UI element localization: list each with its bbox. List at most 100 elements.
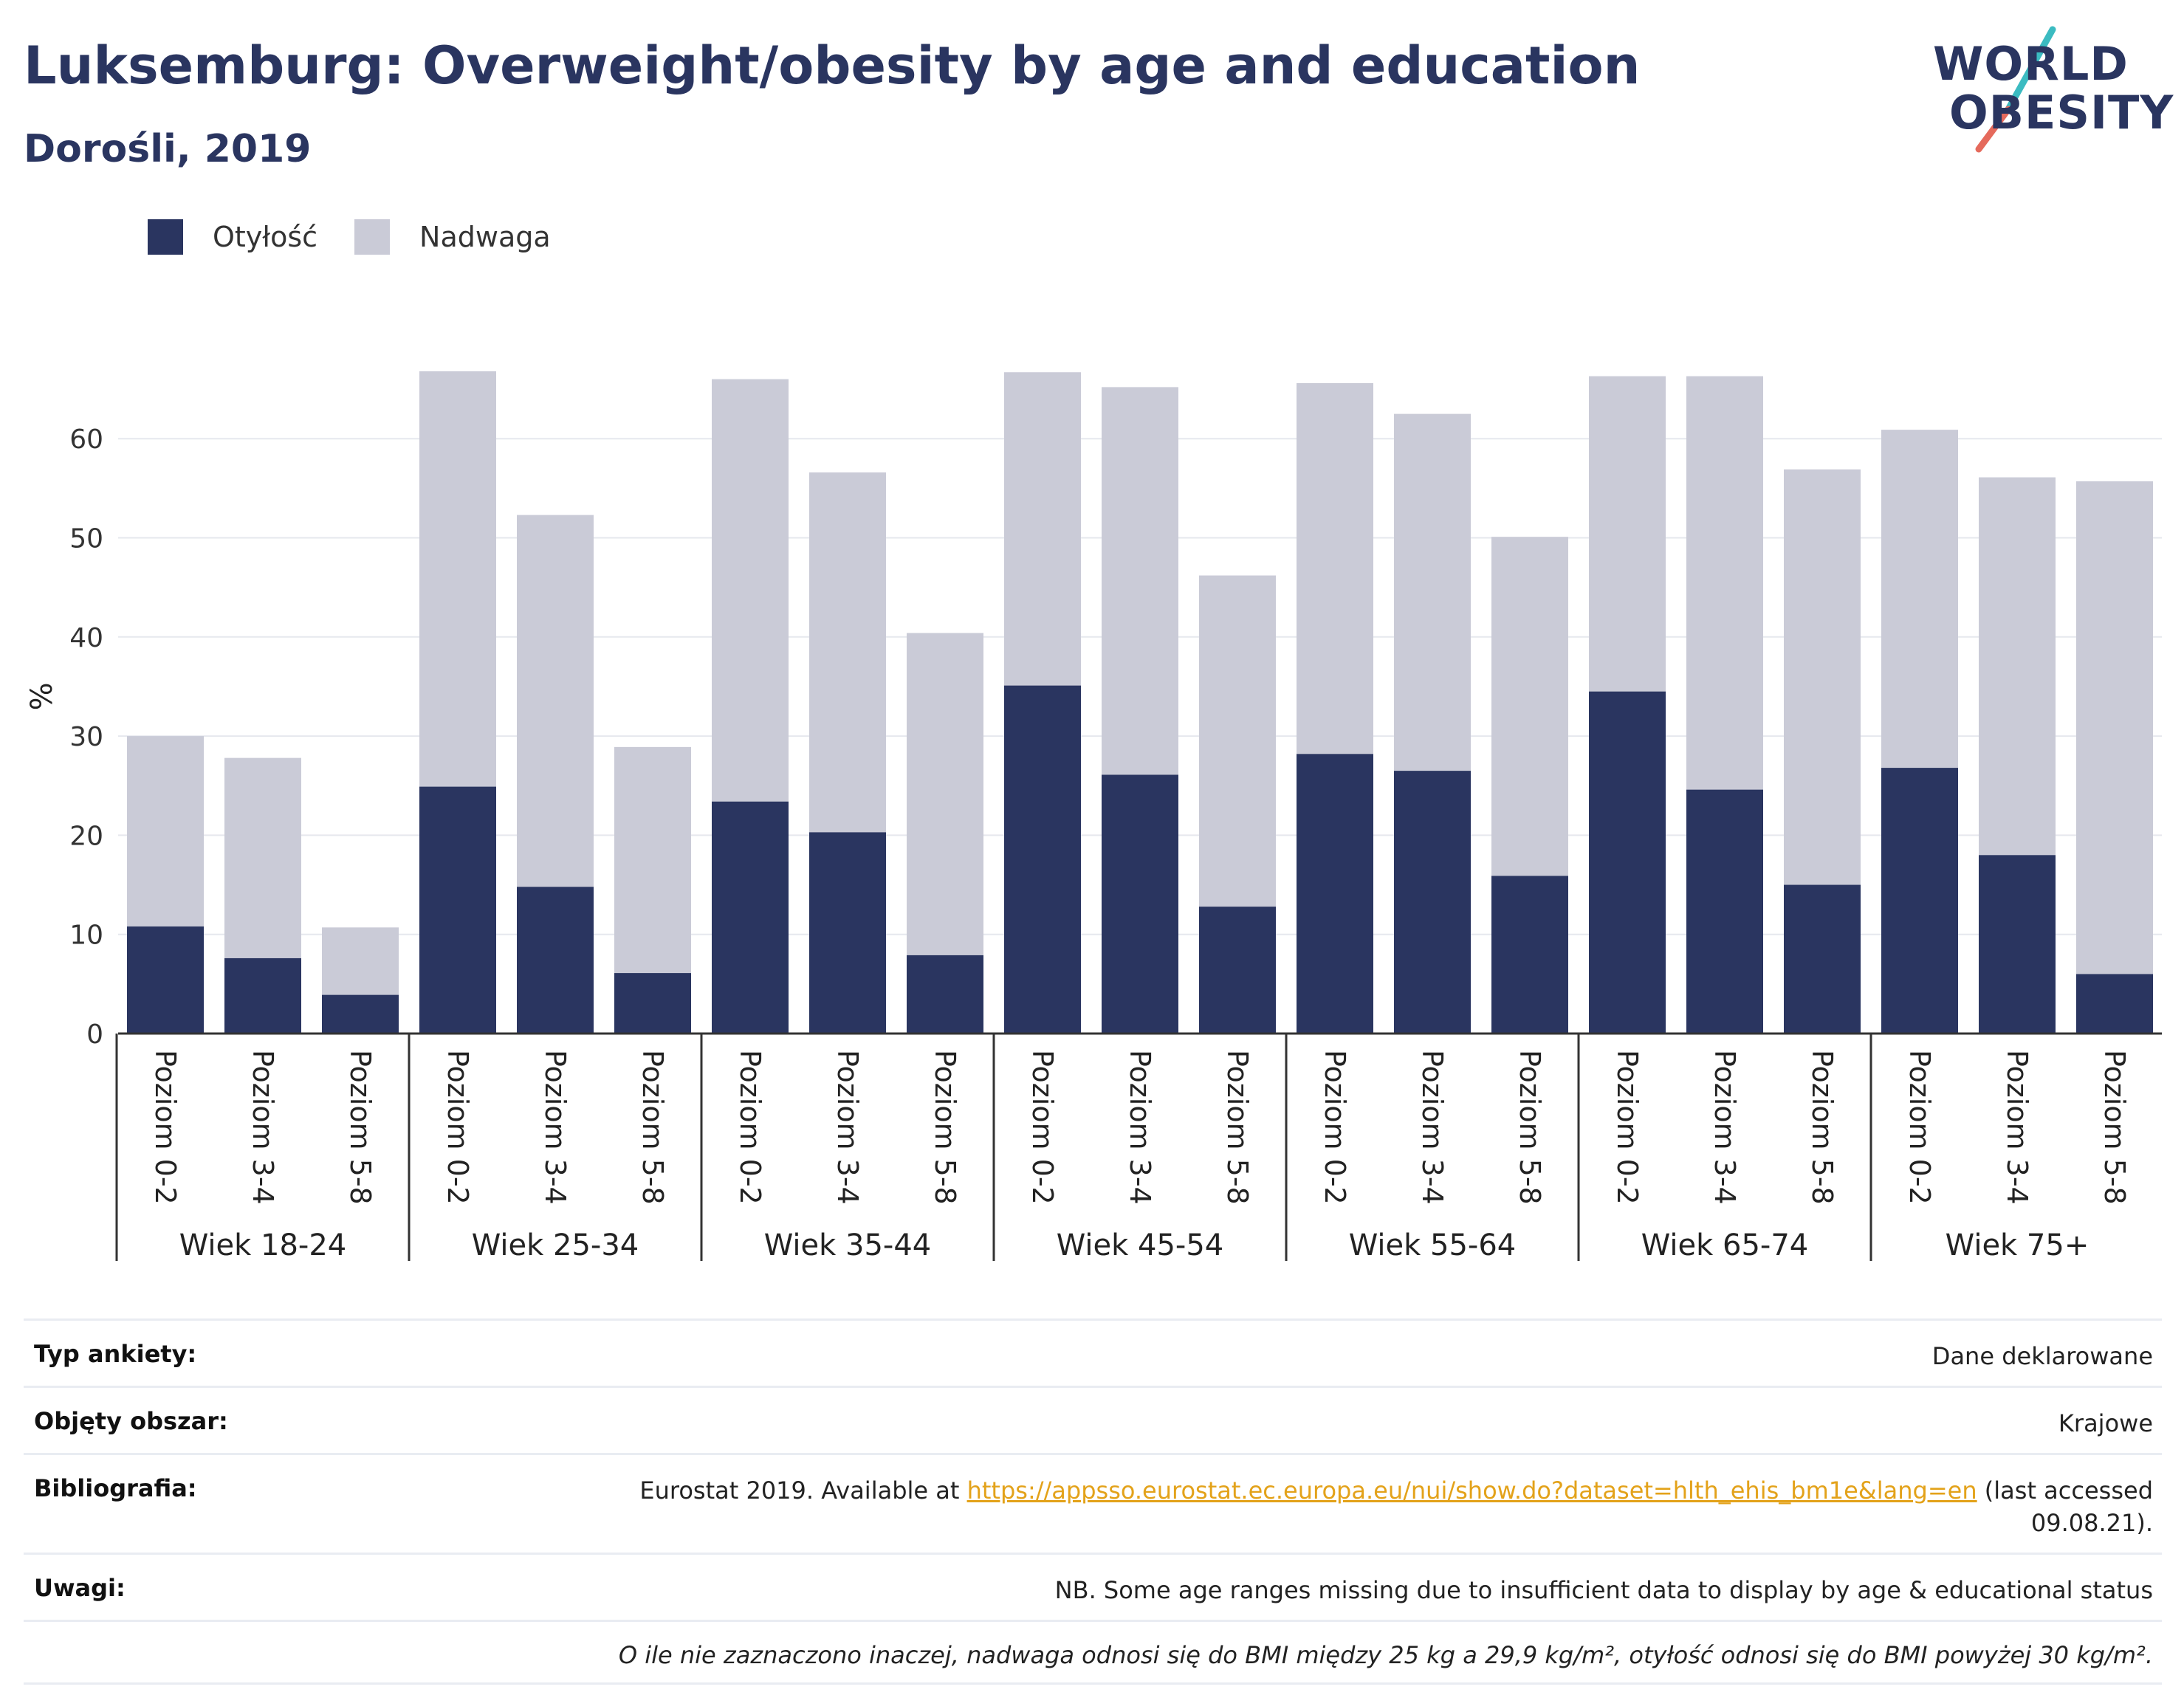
- x-group-label: Wiek 25-34: [472, 1228, 639, 1262]
- y-axis-label: %: [25, 682, 59, 710]
- bar-overweight[interactable]: [809, 472, 886, 833]
- bar-obesity[interactable]: [322, 994, 399, 1034]
- logo-text-world: WORLD: [1933, 37, 2129, 91]
- bar-obesity[interactable]: [1491, 876, 1568, 1034]
- bar-obesity[interactable]: [1394, 771, 1471, 1034]
- bar-obesity[interactable]: [809, 832, 886, 1034]
- x-tick-level-label: Poziom 0-2: [734, 1050, 766, 1205]
- x-tick-level-label: Poziom 3-4: [247, 1050, 279, 1205]
- bar-overweight[interactable]: [1881, 430, 1958, 769]
- bar-overweight[interactable]: [1394, 413, 1471, 771]
- bmi-definition-note: O ile nie zaznaczono inaczej, nadwaga od…: [618, 1641, 2153, 1669]
- x-tick-level-label: Poziom 0-2: [1611, 1050, 1644, 1205]
- x-tick-level-label: Poziom 3-4: [1416, 1050, 1449, 1205]
- bar-overweight[interactable]: [1102, 387, 1178, 775]
- x-tick-level-label: Poziom 5-8: [1221, 1050, 1254, 1205]
- bar-overweight[interactable]: [907, 633, 983, 955]
- legend-swatch-obesity: [148, 219, 183, 255]
- bar-obesity[interactable]: [1784, 884, 1861, 1034]
- logo-slash-icon: [1975, 26, 2056, 153]
- bar-obesity[interactable]: [517, 887, 594, 1034]
- x-group-label: Wiek 35-44: [764, 1228, 932, 1262]
- bar-overweight[interactable]: [1199, 575, 1276, 907]
- x-tick-level-label: Poziom 3-4: [1124, 1050, 1156, 1205]
- bar-obesity[interactable]: [1199, 907, 1276, 1034]
- y-tick-label: 0: [86, 1020, 103, 1050]
- bar-overweight[interactable]: [517, 515, 594, 887]
- survey-type-value: Dane deklarowane: [1931, 1342, 2153, 1370]
- bar-obesity[interactable]: [1297, 754, 1373, 1034]
- bar-overweight[interactable]: [614, 746, 691, 974]
- bar-overweight[interactable]: [1589, 376, 1666, 692]
- bibliography-suffix: (last accessed 09.08.21).: [1977, 1476, 2153, 1537]
- x-tick-level-label: Poziom 0-2: [442, 1050, 474, 1205]
- page-title: Luksemburg: Overweight/obesity by age an…: [24, 35, 1641, 96]
- bar-obesity[interactable]: [1881, 768, 1958, 1034]
- bar-overweight[interactable]: [712, 379, 789, 802]
- legend-item-overweight[interactable]: Nadwaga: [354, 219, 551, 255]
- bar-overweight[interactable]: [1004, 372, 1081, 686]
- bar-overweight[interactable]: [1686, 376, 1763, 790]
- bar-obesity[interactable]: [1589, 691, 1666, 1034]
- bar-obesity[interactable]: [2076, 974, 2153, 1034]
- x-group-label: Wiek 65-74: [1641, 1228, 1809, 1262]
- x-tick-level-label: Poziom 0-2: [1319, 1050, 1351, 1205]
- bar-obesity[interactable]: [224, 957, 301, 1034]
- bar-obesity[interactable]: [712, 801, 789, 1034]
- x-group-label: Wiek 75+: [1946, 1228, 2089, 1262]
- bar-obesity[interactable]: [614, 973, 691, 1034]
- x-group-label: Wiek 18-24: [179, 1228, 347, 1262]
- bar-overweight[interactable]: [419, 371, 496, 787]
- legend-item-obesity[interactable]: Otyłość: [148, 219, 317, 255]
- bar-obesity[interactable]: [1004, 685, 1081, 1034]
- bibliography-label: Bibliografia:: [34, 1474, 197, 1502]
- x-tick-level-label: Poziom 5-8: [2098, 1050, 2131, 1205]
- bar-overweight[interactable]: [1784, 469, 1861, 885]
- bar-overweight[interactable]: [1979, 477, 2056, 856]
- coverage-label: Objęty obszar:: [34, 1407, 228, 1435]
- bar-overweight[interactable]: [1491, 537, 1568, 876]
- page-subtitle: Dorośli, 2019: [24, 127, 312, 171]
- legend-label-overweight: Nadwaga: [419, 221, 551, 253]
- logo-text-obesity: OBESITY: [1949, 86, 2174, 140]
- x-group-label: Wiek 45-54: [1057, 1228, 1224, 1262]
- x-tick-level-label: Poziom 5-8: [344, 1050, 377, 1205]
- x-group-label: Wiek 55-64: [1349, 1228, 1517, 1262]
- x-tick-level-label: Poziom 5-8: [929, 1050, 961, 1205]
- bar-overweight[interactable]: [224, 757, 301, 958]
- x-tick-level-label: Poziom 3-4: [1709, 1050, 1741, 1205]
- coverage-value: Krajowe: [2058, 1409, 2153, 1437]
- bar-overweight[interactable]: [2076, 481, 2153, 974]
- bar-obesity[interactable]: [907, 955, 983, 1034]
- notes-label: Uwagi:: [34, 1574, 126, 1602]
- x-tick-level-label: Poziom 0-2: [1026, 1050, 1059, 1205]
- info-row-area: Objęty obszar: Krajowe: [24, 1386, 2162, 1453]
- y-tick-label: 60: [69, 424, 103, 455]
- info-table: Typ ankiety: Dane deklarowane Objęty obs…: [24, 1318, 2162, 1685]
- bar-overweight[interactable]: [127, 736, 204, 926]
- y-tick-label: 20: [69, 821, 103, 851]
- bar-obesity[interactable]: [127, 926, 204, 1034]
- bar-obesity[interactable]: [1979, 855, 2056, 1034]
- info-row-notes: Uwagi: NB. Some age ranges missing due t…: [24, 1553, 2162, 1620]
- chart-legend: Otyłość Nadwaga: [148, 219, 588, 255]
- bar-obesity[interactable]: [419, 786, 496, 1034]
- bibliography-link[interactable]: https://appsso.eurostat.ec.europa.eu/nui…: [966, 1476, 1977, 1505]
- stacked-bar-chart: 0 10 20 30 40 50 60% Poziom 0-2 Poziom 3-4 Poziom…: [25, 371, 2162, 1262]
- info-row-bibliography: Bibliografia: Eurostat 2019. Available a…: [24, 1453, 2162, 1553]
- y-tick-label: 50: [69, 524, 103, 554]
- legend-label-obesity: Otyłość: [213, 221, 318, 253]
- bar-overweight[interactable]: [322, 927, 399, 995]
- bibliography-value: Eurostat 2019. Available at https://apps…: [602, 1455, 2162, 1553]
- survey-type-label: Typ ankiety:: [34, 1340, 197, 1368]
- y-tick-label: 10: [69, 921, 103, 951]
- x-tick-level-label: Poziom 3-4: [2001, 1050, 2033, 1205]
- bar-overweight[interactable]: [1297, 382, 1373, 754]
- bar-obesity[interactable]: [1686, 789, 1763, 1034]
- x-tick-level-label: Poziom 5-8: [636, 1050, 669, 1205]
- x-tick-level-label: Poziom 3-4: [539, 1050, 571, 1205]
- x-tick-level-label: Poziom 5-8: [1806, 1050, 1838, 1205]
- info-row-survey: Typ ankiety: Dane deklarowane: [24, 1318, 2162, 1386]
- x-tick-level-label: Poziom 0-2: [1903, 1050, 1936, 1205]
- bar-obesity[interactable]: [1102, 774, 1178, 1034]
